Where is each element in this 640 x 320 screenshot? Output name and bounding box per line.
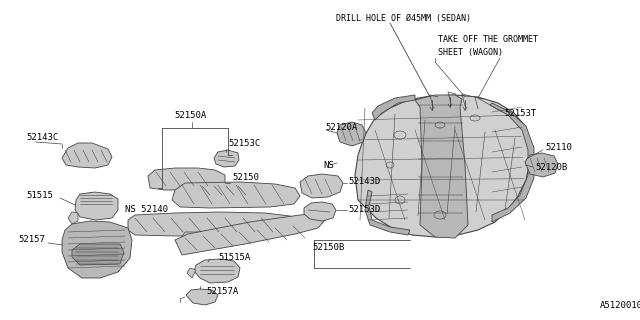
Text: 52153T: 52153T	[504, 109, 536, 118]
Polygon shape	[72, 244, 124, 265]
Text: 52153D: 52153D	[348, 205, 380, 214]
Polygon shape	[180, 232, 215, 249]
Polygon shape	[300, 174, 343, 198]
Text: 52110: 52110	[545, 143, 572, 153]
Polygon shape	[148, 168, 225, 190]
Polygon shape	[62, 143, 112, 168]
Polygon shape	[175, 213, 325, 255]
Polygon shape	[415, 95, 468, 238]
Polygon shape	[68, 212, 78, 224]
Polygon shape	[214, 150, 239, 167]
Polygon shape	[304, 202, 336, 221]
Text: 52157: 52157	[18, 236, 45, 244]
Text: 51515A: 51515A	[218, 253, 250, 262]
Polygon shape	[186, 289, 218, 305]
Text: NS: NS	[323, 161, 333, 170]
Polygon shape	[490, 103, 534, 222]
Text: 52150B: 52150B	[312, 244, 344, 252]
Text: 51515: 51515	[26, 190, 53, 199]
Text: TAKE OFF THE GROMMET: TAKE OFF THE GROMMET	[438, 36, 538, 44]
Text: 52143D: 52143D	[348, 178, 380, 187]
Text: 52157A: 52157A	[206, 287, 238, 297]
Polygon shape	[525, 153, 558, 177]
Polygon shape	[62, 221, 132, 278]
Text: 52150A: 52150A	[174, 110, 206, 119]
Polygon shape	[128, 212, 295, 236]
Polygon shape	[228, 194, 244, 203]
Polygon shape	[355, 95, 530, 237]
Text: 52153C: 52153C	[228, 139, 260, 148]
Polygon shape	[337, 122, 366, 146]
Text: 52143C: 52143C	[26, 133, 58, 142]
Text: 52150: 52150	[232, 173, 259, 182]
Polygon shape	[75, 192, 118, 220]
Polygon shape	[187, 268, 196, 278]
Text: A512001058: A512001058	[600, 300, 640, 309]
Polygon shape	[372, 95, 415, 120]
Text: SHEET (WAGON): SHEET (WAGON)	[438, 49, 503, 58]
Text: DRILL HOLE OF Ø45MM (SEDAN): DRILL HOLE OF Ø45MM (SEDAN)	[336, 13, 471, 22]
Text: 52120B: 52120B	[535, 163, 567, 172]
Polygon shape	[172, 182, 300, 208]
Polygon shape	[196, 182, 255, 199]
Polygon shape	[194, 259, 240, 283]
Text: NS 52140: NS 52140	[125, 205, 168, 214]
Text: 52120A: 52120A	[325, 124, 357, 132]
Polygon shape	[365, 190, 410, 235]
